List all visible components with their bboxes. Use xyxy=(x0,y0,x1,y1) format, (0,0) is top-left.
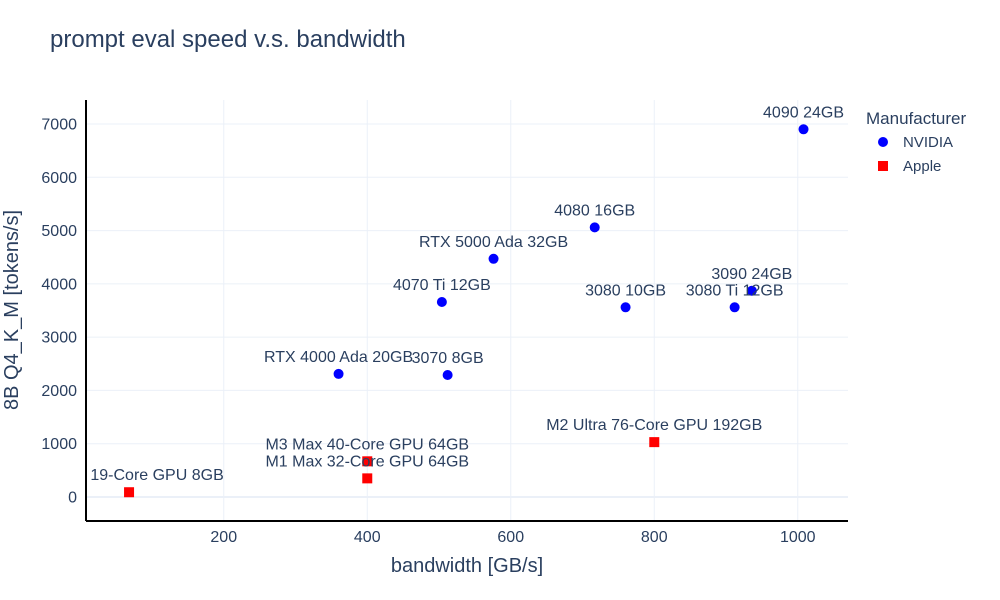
point-marker xyxy=(488,253,499,264)
legend-label: Apple xyxy=(903,158,941,175)
point-marker xyxy=(124,487,135,498)
y-tick-label: 3000 xyxy=(41,330,77,347)
y-tick-label: 6000 xyxy=(41,170,77,187)
legend: Manufacturer NVIDIA Apple xyxy=(866,109,966,175)
point-marker xyxy=(362,456,373,467)
point-label: M1 Max 32-Core GPU 64GB xyxy=(265,453,469,470)
point-label: 4090 24GB xyxy=(763,104,844,121)
grid-lines xyxy=(86,100,848,521)
point-marker xyxy=(442,369,453,380)
point-marker xyxy=(746,285,757,296)
point-marker xyxy=(333,368,344,379)
point-label: 4070 Ti 12GB xyxy=(393,277,491,294)
legend-label: NVIDIA xyxy=(903,134,953,151)
point-label: M2 Ultra 76-Core GPU 192GB xyxy=(546,417,762,434)
legend-title: Manufacturer xyxy=(866,109,966,128)
y-tick-label: 4000 xyxy=(41,276,77,293)
x-axis-title: bandwidth [GB/s] xyxy=(391,555,543,577)
data-points: 4090 24GB 4080 16GB RTX 5000 Ada 32GB 4070 … xyxy=(34,104,844,498)
legend-marker xyxy=(878,161,888,171)
point-marker xyxy=(589,222,600,233)
point-marker xyxy=(798,124,809,135)
point-label: M2 Pro 19-Core GPU 8GB xyxy=(34,467,223,484)
y-tick-label: 0 xyxy=(68,490,77,507)
point-label: 3070 8GB xyxy=(412,350,484,367)
point-label: 4080 16GB xyxy=(554,202,635,219)
point-label: 3080 Ti 12GB xyxy=(686,282,784,299)
y-tick-label: 2000 xyxy=(41,383,77,400)
x-tick-label: 200 xyxy=(210,529,237,546)
point-label: RTX 4000 Ada 20GB xyxy=(264,349,413,366)
point-marker xyxy=(436,296,447,307)
point-marker xyxy=(729,302,740,313)
y-tick-label: 5000 xyxy=(41,223,77,240)
x-tick-label: 1000 xyxy=(780,529,816,546)
y-axis-title: 8B Q4_K_M [tokens/s] xyxy=(1,210,23,410)
point-label: M3 Max 40-Core GPU 64GB xyxy=(265,436,469,453)
y-tick-label: 1000 xyxy=(41,436,77,453)
point-marker xyxy=(649,437,660,448)
point-label: 3080 10GB xyxy=(585,282,666,299)
x-tick-label: 800 xyxy=(641,529,668,546)
point-label: RTX 5000 Ada 32GB xyxy=(419,234,568,251)
point-marker xyxy=(362,473,373,484)
x-tick-label: 400 xyxy=(354,529,381,546)
y-tick-label: 7000 xyxy=(41,116,77,133)
x-tick-label: 600 xyxy=(497,529,524,546)
legend-marker xyxy=(878,137,888,147)
chart-title: prompt eval speed v.s. bandwidth xyxy=(50,26,406,53)
point-marker xyxy=(620,302,631,313)
tick-labels: 200 400 600 800 1000 0 1000 2000 3000 4000 5000 600… xyxy=(41,116,815,546)
point-label: 3090 24GB xyxy=(711,266,792,283)
